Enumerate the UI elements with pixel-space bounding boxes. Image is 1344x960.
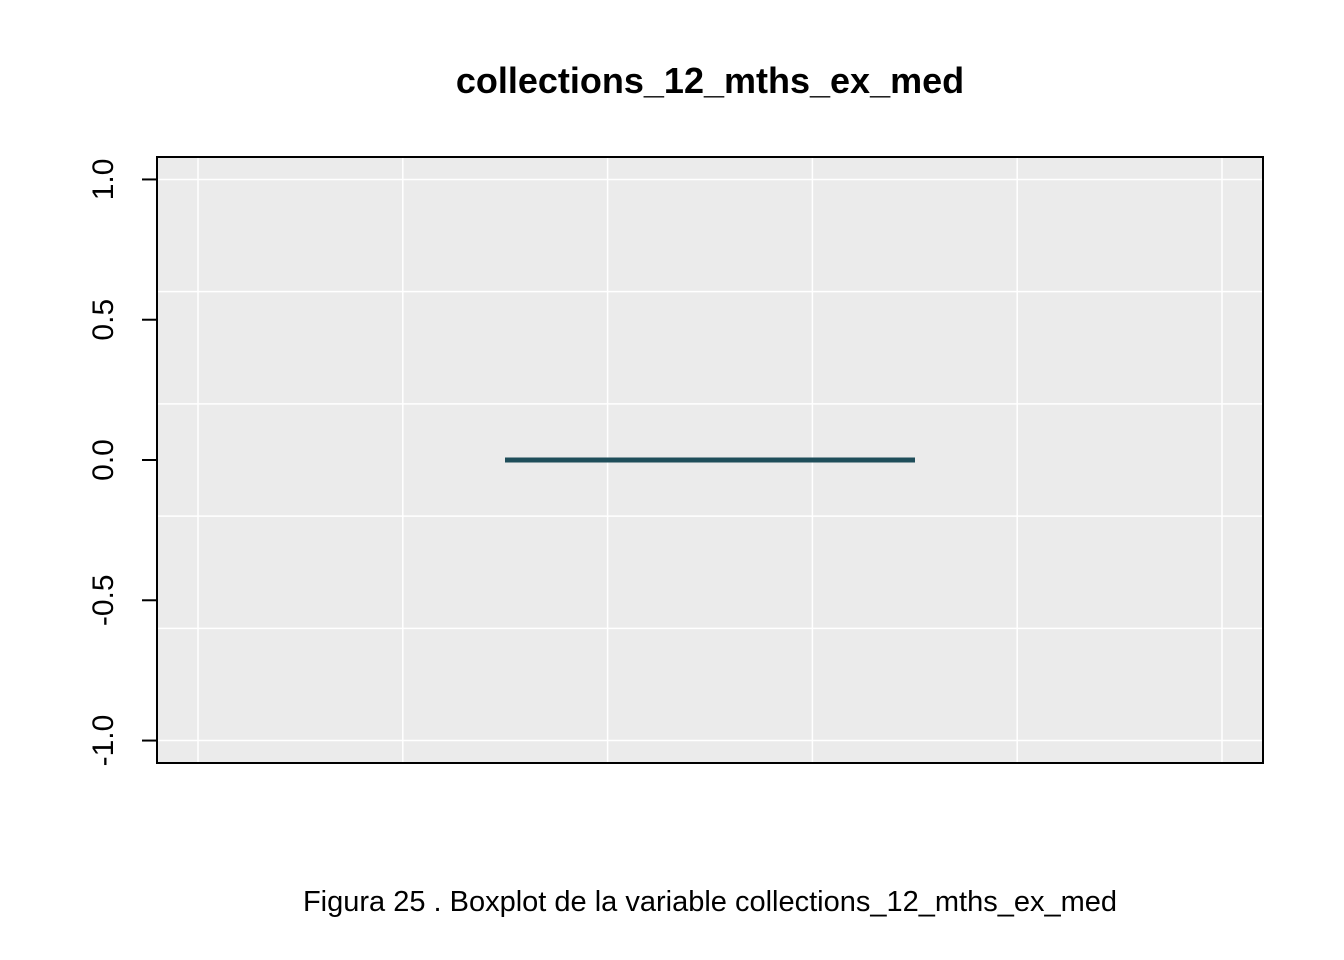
y-tick-label: -1.0 <box>87 715 120 767</box>
chart-title: collections_12_mths_ex_med <box>456 60 964 101</box>
y-tick-label: -0.5 <box>87 574 120 626</box>
y-tick-label: 0.0 <box>87 439 120 481</box>
y-tick-label: 1.0 <box>87 159 120 201</box>
y-tick-label: 0.5 <box>87 299 120 341</box>
figure-caption: Figura 25 . Boxplot de la variable colle… <box>303 886 1117 918</box>
y-axis: -1.0 -0.5 0.0 0.5 1.0 <box>87 159 157 767</box>
